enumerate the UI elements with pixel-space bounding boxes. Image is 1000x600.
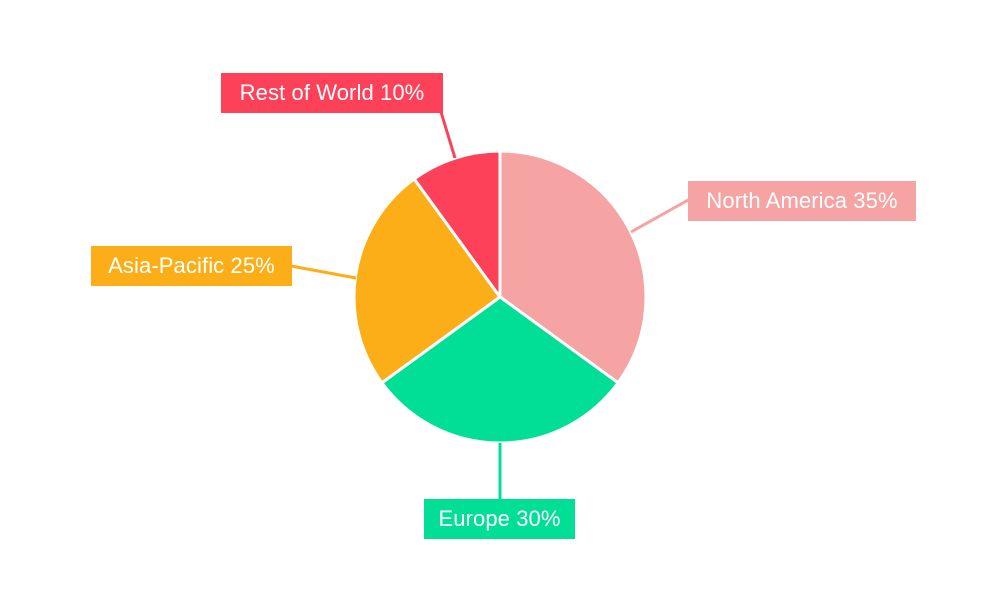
pie-slice-north-america[interactable] [498, 149, 648, 385]
leader-line-north-america [630, 197, 691, 234]
pie-label-europe[interactable]: Europe 30% [424, 499, 575, 539]
leader-line-asia-pacific [290, 264, 357, 280]
pie-label-asia-pacific-text: Asia-Pacific 25% [108, 253, 275, 278]
pie-leader-lines [290, 111, 691, 500]
pie-label-north-america[interactable]: North America 35% [688, 181, 916, 221]
pie-label-north-america-text: North America 35% [706, 188, 898, 213]
pie-slice-asia-pacific[interactable] [352, 177, 502, 385]
pie-label-rest-of-world[interactable]: Rest of World 10% [221, 73, 443, 113]
pie-slices [352, 149, 648, 445]
pie-label-rest-of-world-text: Rest of World 10% [239, 80, 425, 105]
pie-slice-rest-of-world[interactable] [412, 149, 502, 299]
leader-line-rest-of-world [439, 111, 457, 159]
pie-label-asia-pacific[interactable]: Asia-Pacific 25% [91, 246, 292, 286]
pie-slice-europe[interactable] [380, 295, 620, 445]
pie-label-europe-text: Europe 30% [438, 506, 561, 531]
